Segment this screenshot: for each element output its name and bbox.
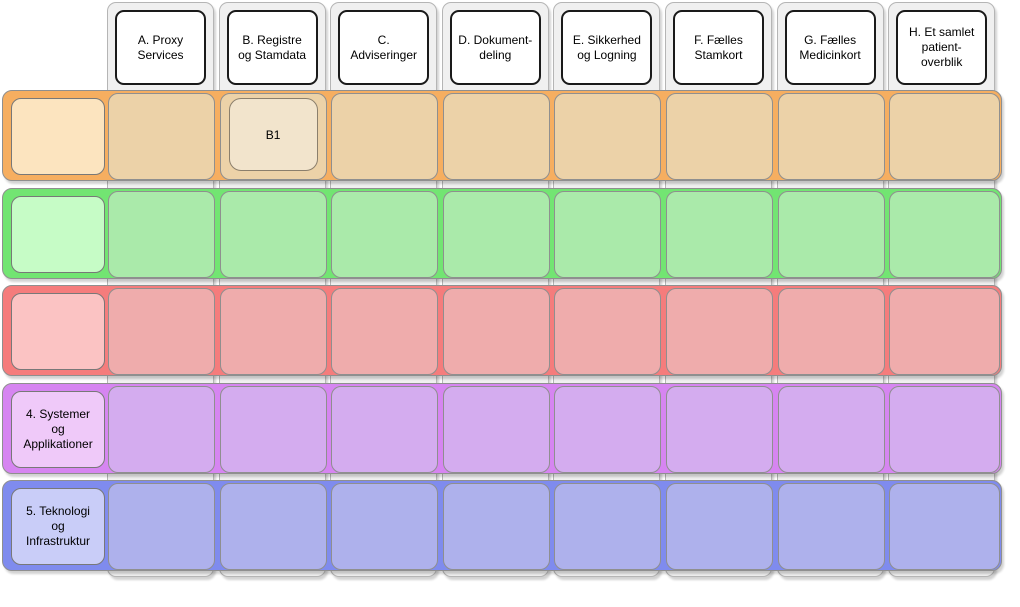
cell-d1 [442,93,550,180]
cell-e2 [554,190,662,278]
cell-a5 [108,483,215,571]
cell-g1 [777,93,885,180]
cell-g3 [777,288,885,376]
cell-e1 [554,93,662,180]
cell-a1 [108,93,215,180]
row-header-1 [11,98,105,175]
column-header-f: F. Fælles Stamkort [673,10,764,85]
column-header-h: H. Et samlet patient- overblik [896,10,988,85]
cell-e4 [554,385,662,473]
cell-h2 [889,190,1001,278]
cell-h1 [889,93,1001,180]
row-header-2 [11,195,105,273]
row-band-4: 4. Systemer og Applikationer [2,382,1002,474]
row-band-5: 5. Teknologi og Infrastruktur [2,480,1002,572]
cell-c2 [331,190,439,278]
cell-e3 [554,288,662,376]
cell-a3 [108,288,215,376]
column-header-d: D. Dokument- deling [449,10,541,85]
cell-b2 [219,190,327,278]
cell-b4 [219,385,327,473]
cell-d4 [442,385,550,473]
column-header-c: C. Adviseringer [338,10,430,85]
cell-box-b1: B1 [228,98,318,171]
cell-a2 [108,190,215,278]
column-header-g: G. Fælles Medicinkort [784,10,876,85]
cell-g5 [777,483,885,571]
cell-f3 [666,288,773,376]
cell-c3 [331,288,439,376]
cell-f5 [666,483,773,571]
cell-h4 [889,385,1001,473]
row-band-1: B1 [2,90,1002,181]
row-band-3 [2,285,1002,377]
row-band-2 [2,187,1002,279]
row-header-3 [11,293,105,371]
cell-h5 [889,483,1001,571]
cell-f1 [666,93,773,180]
cell-d2 [442,190,550,278]
row-header-4: 4. Systemer og Applikationer [11,390,105,468]
cell-d3 [442,288,550,376]
cell-g2 [777,190,885,278]
cell-a4 [108,385,215,473]
cell-g4 [777,385,885,473]
column-header-a: A. Proxy Services [115,10,206,85]
cell-b5 [219,483,327,571]
cell-c1 [331,93,439,180]
column-header-e: E. Sikkerhed og Logning [561,10,653,85]
column-header-b: B. Registre og Stamdata [226,10,318,85]
cell-h3 [889,288,1001,376]
cell-e5 [554,483,662,571]
cell-f2 [666,190,773,278]
cell-f4 [666,385,773,473]
cell-b3 [219,288,327,376]
row-header-5: 5. Teknologi og Infrastruktur [11,488,105,566]
cell-d5 [442,483,550,571]
cell-c4 [331,385,439,473]
cell-c5 [331,483,439,571]
